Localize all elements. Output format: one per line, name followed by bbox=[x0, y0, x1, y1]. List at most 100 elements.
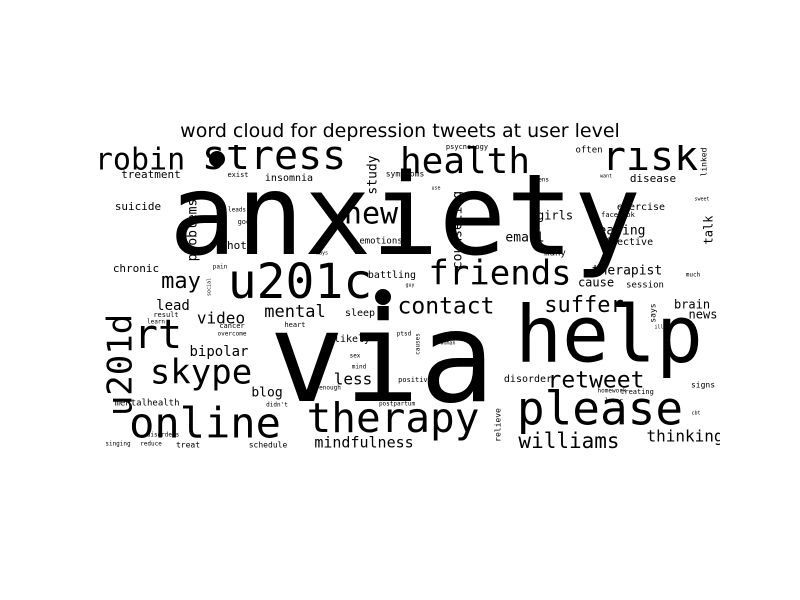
word-mind: mind bbox=[352, 364, 367, 371]
word-insomnia: insomnia bbox=[265, 173, 313, 184]
word-cloud-panel: anxiety via help u201c please online therapy rt… bbox=[100, 145, 720, 455]
word-please: please bbox=[517, 382, 683, 436]
word-ways: ways bbox=[316, 251, 328, 257]
word-session: session bbox=[626, 281, 664, 291]
word-exist: exist bbox=[227, 171, 248, 179]
word-therapy: therapy bbox=[307, 394, 480, 442]
word-facebook: facebook bbox=[601, 211, 636, 219]
word-many: many bbox=[544, 249, 566, 259]
word-via: via bbox=[269, 286, 495, 431]
word-ptsd: ptsd bbox=[397, 331, 412, 338]
word-positive: positive bbox=[398, 376, 432, 384]
word-overcome: overcome bbox=[218, 331, 247, 338]
word-homework: homework bbox=[598, 388, 627, 395]
word-battling: battling bbox=[368, 270, 416, 281]
word-social: social bbox=[207, 278, 213, 296]
word-rt: rt bbox=[134, 312, 182, 358]
word-skype: skype bbox=[150, 353, 252, 393]
word-news: news bbox=[689, 308, 718, 322]
word-signs: signs bbox=[691, 381, 715, 390]
word-health: health bbox=[400, 145, 530, 182]
word-suicide: suicide bbox=[115, 200, 161, 213]
word-friends: friends bbox=[428, 254, 571, 294]
word-talk: talk bbox=[702, 215, 716, 245]
word-guy: guy bbox=[405, 283, 414, 289]
word-woman: woman bbox=[440, 341, 455, 347]
word-blog: blog bbox=[251, 386, 282, 401]
word-often: often bbox=[575, 146, 602, 156]
word-use: use bbox=[431, 186, 440, 192]
word-anxiety: anxiety bbox=[169, 151, 641, 281]
word-says: says bbox=[649, 303, 658, 322]
dot-mark-1 bbox=[209, 151, 225, 167]
word-new: new bbox=[344, 197, 399, 232]
word-email: email bbox=[505, 231, 544, 246]
word-pain: pain bbox=[213, 264, 228, 271]
word-bipolar: bipolar bbox=[189, 344, 248, 360]
word-may: may bbox=[161, 269, 201, 294]
word-disease: disease bbox=[630, 172, 676, 185]
word-lead: lead bbox=[156, 298, 190, 314]
word-u201c: u201c bbox=[228, 254, 373, 310]
word-singing: singing bbox=[105, 441, 131, 448]
word-suffer: suffer bbox=[544, 293, 623, 318]
word-symptoms: symptoms bbox=[386, 170, 425, 179]
word-disorder: disorder bbox=[504, 374, 552, 385]
word-online: online bbox=[129, 399, 281, 448]
word-u201d: u201d bbox=[101, 314, 141, 416]
word-linked: linked bbox=[700, 147, 709, 176]
word-leads: leads bbox=[228, 207, 246, 214]
word-sweet: sweet bbox=[694, 197, 709, 203]
word-williams: williams bbox=[518, 429, 619, 453]
word-study: study bbox=[366, 155, 381, 194]
word-exercise: exercise bbox=[617, 202, 665, 213]
word-cancer: cancer bbox=[219, 322, 244, 330]
word-didn-t: didn't bbox=[266, 402, 288, 409]
word-chronic: chronic bbox=[113, 262, 159, 275]
word-schedule: schedule bbox=[249, 441, 288, 450]
word-relieve: relieve bbox=[494, 408, 503, 442]
word-result: result bbox=[153, 311, 178, 319]
word-likely: likely bbox=[334, 334, 370, 345]
word-thinking: thinking bbox=[646, 427, 720, 446]
word-contact: contact bbox=[398, 294, 495, 320]
word-ill: ill bbox=[654, 325, 663, 331]
word-cause: cause bbox=[578, 276, 614, 290]
word-problems: problems bbox=[186, 199, 201, 262]
word-video: video bbox=[197, 309, 245, 328]
word-counseling: counseling bbox=[451, 191, 466, 269]
word-eating: eating bbox=[599, 224, 646, 239]
word-less: less bbox=[334, 370, 373, 389]
word-mindfulness: mindfulness bbox=[314, 434, 413, 452]
word-risk: risk bbox=[602, 145, 698, 180]
word-treat: treat bbox=[176, 441, 200, 450]
word-much: much bbox=[686, 272, 701, 279]
word-therapist: therapist bbox=[592, 264, 662, 279]
word-want: want bbox=[600, 174, 612, 180]
word-retweet: retweet bbox=[548, 368, 645, 394]
word-mentalhealth: mentalhealth bbox=[114, 399, 179, 409]
word-emotions: emotions bbox=[359, 237, 402, 247]
word-stress: stress bbox=[202, 145, 347, 179]
word-treatment: treatment bbox=[121, 168, 181, 181]
word-effective: effective bbox=[599, 237, 653, 248]
word-sleep: sleep bbox=[345, 308, 375, 319]
word-robin: robin bbox=[100, 145, 185, 178]
word-mental: mental bbox=[264, 302, 325, 322]
chart-title: word cloud for depression tweets at user… bbox=[180, 120, 620, 142]
word-sex: sex bbox=[350, 353, 361, 360]
word-photo: photo bbox=[220, 239, 253, 252]
word-teens: teens bbox=[531, 177, 549, 184]
word-treating: treating bbox=[620, 388, 654, 396]
word-causes: causes bbox=[415, 333, 422, 355]
dot-mark-2 bbox=[375, 289, 391, 305]
word-brain: brain bbox=[674, 298, 710, 312]
word-enough: enough bbox=[319, 385, 341, 392]
word-learn: learn bbox=[147, 319, 165, 326]
word-psychology: psychology bbox=[446, 145, 488, 151]
word-cbt: cbt bbox=[691, 411, 700, 417]
word-disorders: disorders bbox=[147, 432, 180, 439]
word-postpartum: postpartum bbox=[379, 401, 416, 408]
